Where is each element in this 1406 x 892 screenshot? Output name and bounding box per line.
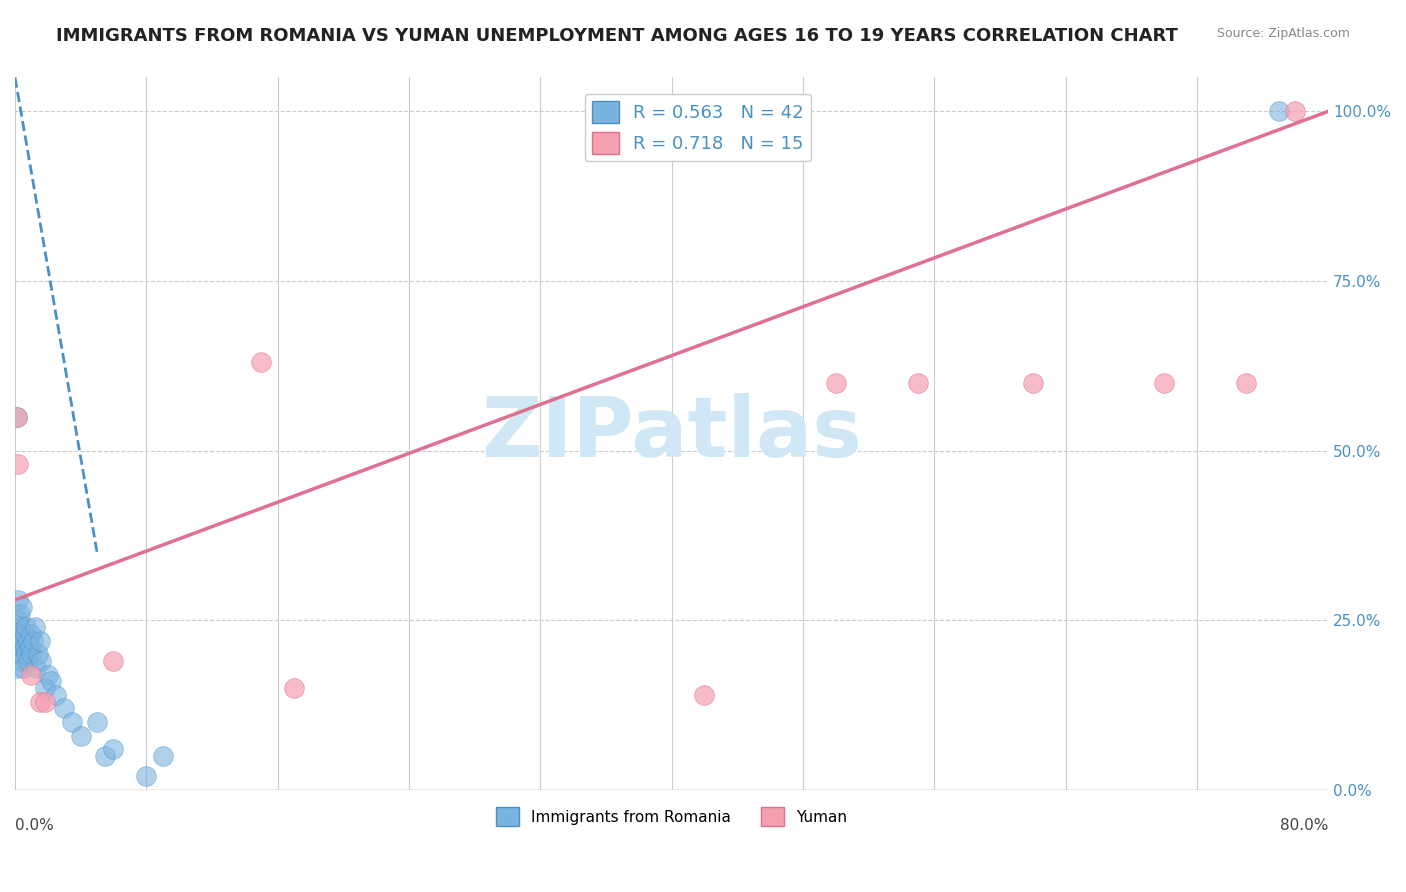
Point <box>693 688 716 702</box>
Point <box>20 627 42 641</box>
Point <box>1021 376 1043 390</box>
Point <box>13 661 35 675</box>
Point <box>8 607 31 621</box>
Point <box>34 695 56 709</box>
Point <box>1284 104 1306 119</box>
Point <box>907 376 929 390</box>
Point <box>69 729 91 743</box>
Point <box>27 647 49 661</box>
Point <box>250 355 273 369</box>
Point <box>20 647 42 661</box>
Point <box>135 769 157 783</box>
Point <box>103 742 125 756</box>
Point <box>8 647 31 661</box>
Point <box>14 627 37 641</box>
Text: Source: ZipAtlas.com: Source: ZipAtlas.com <box>1216 27 1350 40</box>
Point <box>15 620 38 634</box>
Point <box>1234 376 1257 390</box>
Point <box>824 376 846 390</box>
Point <box>62 714 84 729</box>
Point <box>22 633 45 648</box>
Point <box>8 620 31 634</box>
Point <box>53 701 76 715</box>
Point <box>7 633 30 648</box>
Point <box>14 640 37 655</box>
Point <box>86 714 108 729</box>
Point <box>28 633 51 648</box>
Point <box>7 457 30 471</box>
Point <box>25 661 48 675</box>
Text: ZIPatlas: ZIPatlas <box>481 393 862 475</box>
Point <box>30 654 52 668</box>
Point <box>6 409 28 424</box>
Point <box>10 654 32 668</box>
Point <box>17 654 39 668</box>
Point <box>1153 376 1175 390</box>
Point <box>18 640 41 655</box>
Text: 80.0%: 80.0% <box>1279 819 1329 833</box>
Point <box>37 667 59 681</box>
Point <box>13 633 35 648</box>
Text: IMMIGRANTS FROM ROMANIA VS YUMAN UNEMPLOYMENT AMONG AGES 16 TO 19 YEARS CORRELAT: IMMIGRANTS FROM ROMANIA VS YUMAN UNEMPLO… <box>56 27 1178 45</box>
Point <box>28 695 51 709</box>
Point <box>20 667 42 681</box>
Text: 0.0%: 0.0% <box>15 819 53 833</box>
Point <box>10 599 32 614</box>
Point <box>45 688 67 702</box>
Point <box>39 674 62 689</box>
Point <box>6 661 28 675</box>
Point <box>94 749 117 764</box>
Point <box>283 681 305 695</box>
Point <box>10 640 32 655</box>
Point <box>8 627 31 641</box>
Point <box>7 593 30 607</box>
Point <box>7 613 30 627</box>
Point <box>34 681 56 695</box>
Point <box>152 749 174 764</box>
Point <box>1268 104 1291 119</box>
Point <box>24 620 46 634</box>
Point <box>103 654 125 668</box>
Point <box>6 409 28 424</box>
Point <box>17 633 39 648</box>
Legend: Immigrants from Romania, Yuman: Immigrants from Romania, Yuman <box>489 801 853 832</box>
Point <box>15 647 38 661</box>
